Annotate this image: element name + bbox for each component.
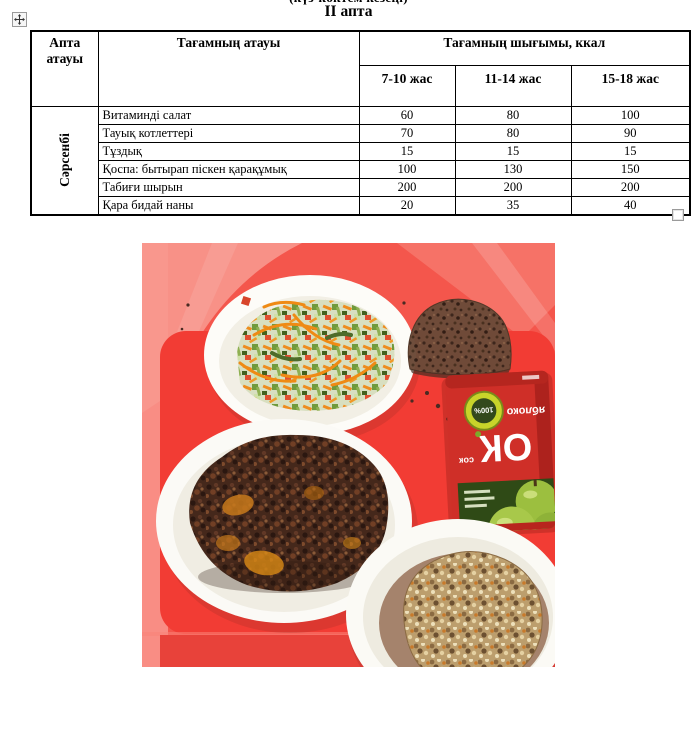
day-label-cell: Сәрсенбі (30, 105, 99, 215)
table-row: Табиғи шырын 200 200 200 (31, 177, 691, 197)
dish-name: Тұздық (97, 141, 360, 161)
table-row: Тұздық 15 15 15 (31, 141, 691, 161)
menu-table: Апта атауы Тағамның атауы Тағамның шығым… (30, 30, 692, 216)
kcal-value: 100 (358, 159, 456, 179)
juice-small-label: сок (458, 455, 474, 466)
table-row: Тауық котлеттері 70 80 90 (31, 123, 691, 143)
leaf-accent (475, 431, 482, 438)
breaded-cutlet-plate (346, 519, 555, 667)
page-title: II апта (324, 3, 373, 20)
dish-name: Қара бидай наны (97, 195, 360, 215)
header-age-7-10: 7-10 жас (358, 64, 456, 107)
kcal-value: 15 (570, 141, 691, 161)
kcal-value: 60 (358, 105, 456, 125)
dish-name: Витаминді салат (97, 105, 360, 125)
kcal-value: 35 (454, 195, 572, 215)
breaded-cutlet (403, 550, 543, 667)
day-label: Сәрсенбі (56, 133, 72, 187)
carrot-bits (216, 486, 361, 576)
header-age-11-14: 11-14 жас (454, 64, 572, 107)
table-row: Қара бидай наны 20 35 40 (31, 195, 691, 215)
kcal-value: 100 (570, 105, 691, 125)
juice-ok-logo: ОК (478, 424, 534, 469)
kcal-value: 90 (570, 123, 691, 143)
kcal-value: 200 (358, 177, 456, 197)
header-dish-name: Тағамның атауы (97, 30, 360, 107)
buckwheat-bowl (156, 419, 418, 633)
table-move-handle[interactable] (12, 12, 27, 27)
table-row: Қоспа: бытырап піскен қарақұмық 100 130 … (31, 159, 691, 179)
svg-text:100%: 100% (474, 405, 494, 415)
kcal-value: 80 (454, 105, 572, 125)
kcal-value: 40 (570, 195, 691, 215)
juice-flavor-label: яблоко (506, 404, 545, 418)
clipped-top-text: (күз-көктем кезеңі) (0, 0, 697, 6)
kcal-value: 200 (454, 177, 572, 197)
juice-box: 100% яблоко ОК сок (441, 370, 555, 538)
juice-top-small-text (522, 374, 540, 380)
kcal-value: 70 (358, 123, 456, 143)
dish-name: Табиғи шырын (97, 177, 360, 197)
dish-name: Қоспа: бытырап піскен қарақұмық (97, 159, 360, 179)
juice-100-badge: 100% (463, 390, 504, 431)
kcal-value: 15 (358, 141, 456, 161)
carrot-strips (238, 300, 377, 387)
kcal-value: 15 (454, 141, 572, 161)
header-age-15-18: 15-18 жас (570, 64, 691, 107)
table-row: Сәрсенбі Витаминді салат 60 80 100 (30, 105, 691, 215)
kcal-value: 130 (454, 159, 572, 179)
table-resize-handle[interactable] (672, 209, 684, 221)
cucumber-strips (270, 332, 353, 362)
kcal-value: 20 (358, 195, 456, 215)
kcal-value: 80 (454, 123, 572, 143)
kcal-value: 200 (570, 177, 691, 197)
move-arrows-icon (14, 14, 25, 25)
salad-bowl (204, 275, 420, 443)
header-kcal-output: Тағамның шығымы, ккал (358, 30, 691, 66)
kcal-value: 150 (570, 159, 691, 179)
dish-name: Тауық котлеттері (97, 123, 360, 143)
header-week-name: Апта атауы (30, 30, 99, 107)
lunch-photo[interactable]: 100% яблоко ОК сок (142, 243, 555, 667)
tomato-piece (240, 295, 252, 307)
